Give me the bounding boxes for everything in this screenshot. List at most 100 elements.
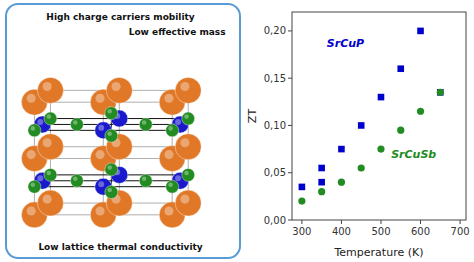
point (298, 197, 305, 204)
atom-sr-highlight (43, 195, 52, 204)
atom-pn (28, 124, 41, 137)
atom-pn-highlight (142, 120, 147, 125)
atom-cu-highlight (175, 119, 181, 125)
atom-sr-highlight (27, 94, 36, 103)
series-square (299, 28, 444, 191)
point (437, 89, 444, 96)
atom-pn-highlight (47, 114, 52, 119)
atom-pn-highlight (107, 188, 112, 193)
atom-pn-highlight (184, 114, 189, 119)
x-tick (420, 220, 421, 224)
atom-pn (70, 174, 83, 187)
atom-pn (105, 163, 118, 176)
atom-pn (182, 168, 195, 181)
atom-sr-highlight (43, 138, 52, 147)
atom-pn (44, 168, 57, 181)
atom-sr-highlight (43, 82, 52, 91)
series-circle (298, 89, 444, 205)
atom-sr (106, 77, 132, 103)
atom-pn-highlight (107, 131, 112, 136)
atom-pn (105, 186, 118, 199)
point (378, 94, 385, 101)
annotation: High charge carriers mobility (46, 12, 194, 22)
y-tick-label: 0,10 (264, 120, 286, 131)
atom-pn (182, 112, 195, 125)
y-tick (288, 78, 292, 79)
point (417, 108, 424, 115)
point (318, 188, 325, 195)
x-tick-label: 600 (411, 226, 430, 237)
point (377, 145, 384, 152)
atom-sr (175, 190, 201, 216)
x-axis-label: Temperature (K) (334, 246, 424, 259)
x-tick-label: 700 (451, 226, 470, 237)
atom-sr-highlight (96, 94, 105, 103)
atom-pn (166, 180, 179, 193)
crystal-sketch (21, 77, 201, 227)
y-tick-label: 0,00 (264, 215, 286, 226)
x-tick (341, 220, 342, 224)
atom-pn-highlight (31, 126, 36, 131)
atom-sr-highlight (180, 138, 189, 147)
point (338, 179, 345, 186)
series-label: SrCuP (327, 37, 364, 50)
y-tick-label: 0,15 (264, 73, 286, 84)
point (338, 146, 345, 153)
atom-pn-highlight (168, 182, 173, 187)
atom-pn-highlight (31, 182, 36, 187)
point (358, 164, 365, 171)
atom-pn (105, 129, 118, 142)
annotation: Low lattice thermal conductivity (38, 242, 202, 252)
point (417, 28, 424, 35)
atom-sr (37, 134, 63, 160)
atom-pn (105, 107, 118, 120)
point (318, 165, 325, 172)
point (318, 179, 325, 186)
y-tick-label: 0,05 (264, 167, 286, 178)
data-points (298, 28, 444, 205)
x-tick (301, 220, 302, 224)
x-tick-label: 500 (371, 226, 390, 237)
x-tick-label: 300 (292, 226, 311, 237)
point (437, 89, 444, 96)
atom-pn-highlight (184, 171, 189, 176)
atom-sr (37, 77, 63, 103)
atom-sr-highlight (164, 206, 173, 215)
atom-cu-highlight (37, 175, 43, 181)
x-tick (460, 220, 461, 224)
atom-cu-highlight (175, 175, 181, 181)
atom-pn-highlight (73, 120, 78, 125)
atom-pn (70, 118, 83, 131)
atom-pn (166, 124, 179, 137)
atom-sr-highlight (112, 82, 121, 91)
atom-sr (175, 134, 201, 160)
axes: 3004005006007000,000,050,100,150,20Tempe… (246, 12, 470, 259)
chart-container: High charge carriers mobility Low effecti… (0, 0, 474, 262)
y-tick (288, 30, 292, 31)
y-axis-label: ZT (246, 109, 259, 124)
atom-sr-highlight (27, 206, 36, 215)
x-tick (380, 220, 381, 224)
atom-pn (44, 112, 57, 125)
atom-sr-highlight (180, 195, 189, 204)
atom-sr (37, 190, 63, 216)
plot-frame (292, 12, 466, 220)
panel-box (6, 4, 240, 258)
atom-sr-highlight (96, 206, 105, 215)
chart-svg: High charge carriers mobility Low effecti… (0, 0, 474, 262)
atom-cu-highlight (98, 181, 104, 187)
atom-sr (175, 77, 201, 103)
atom-cu-highlight (37, 119, 43, 125)
point (397, 65, 404, 72)
y-tick (288, 172, 292, 173)
atom-pn-highlight (47, 171, 52, 176)
atom-pn (139, 174, 152, 187)
plot: 3004005006007000,000,050,100,150,20Tempe… (246, 12, 470, 259)
annotation: Low effective mass (129, 27, 226, 37)
atom-pn-highlight (142, 177, 147, 182)
atom-sr-highlight (164, 150, 173, 159)
atom-sr-highlight (164, 94, 173, 103)
atom-pn-highlight (168, 126, 173, 131)
atom-sr-highlight (27, 150, 36, 159)
series-label: SrCuSb (391, 148, 436, 161)
